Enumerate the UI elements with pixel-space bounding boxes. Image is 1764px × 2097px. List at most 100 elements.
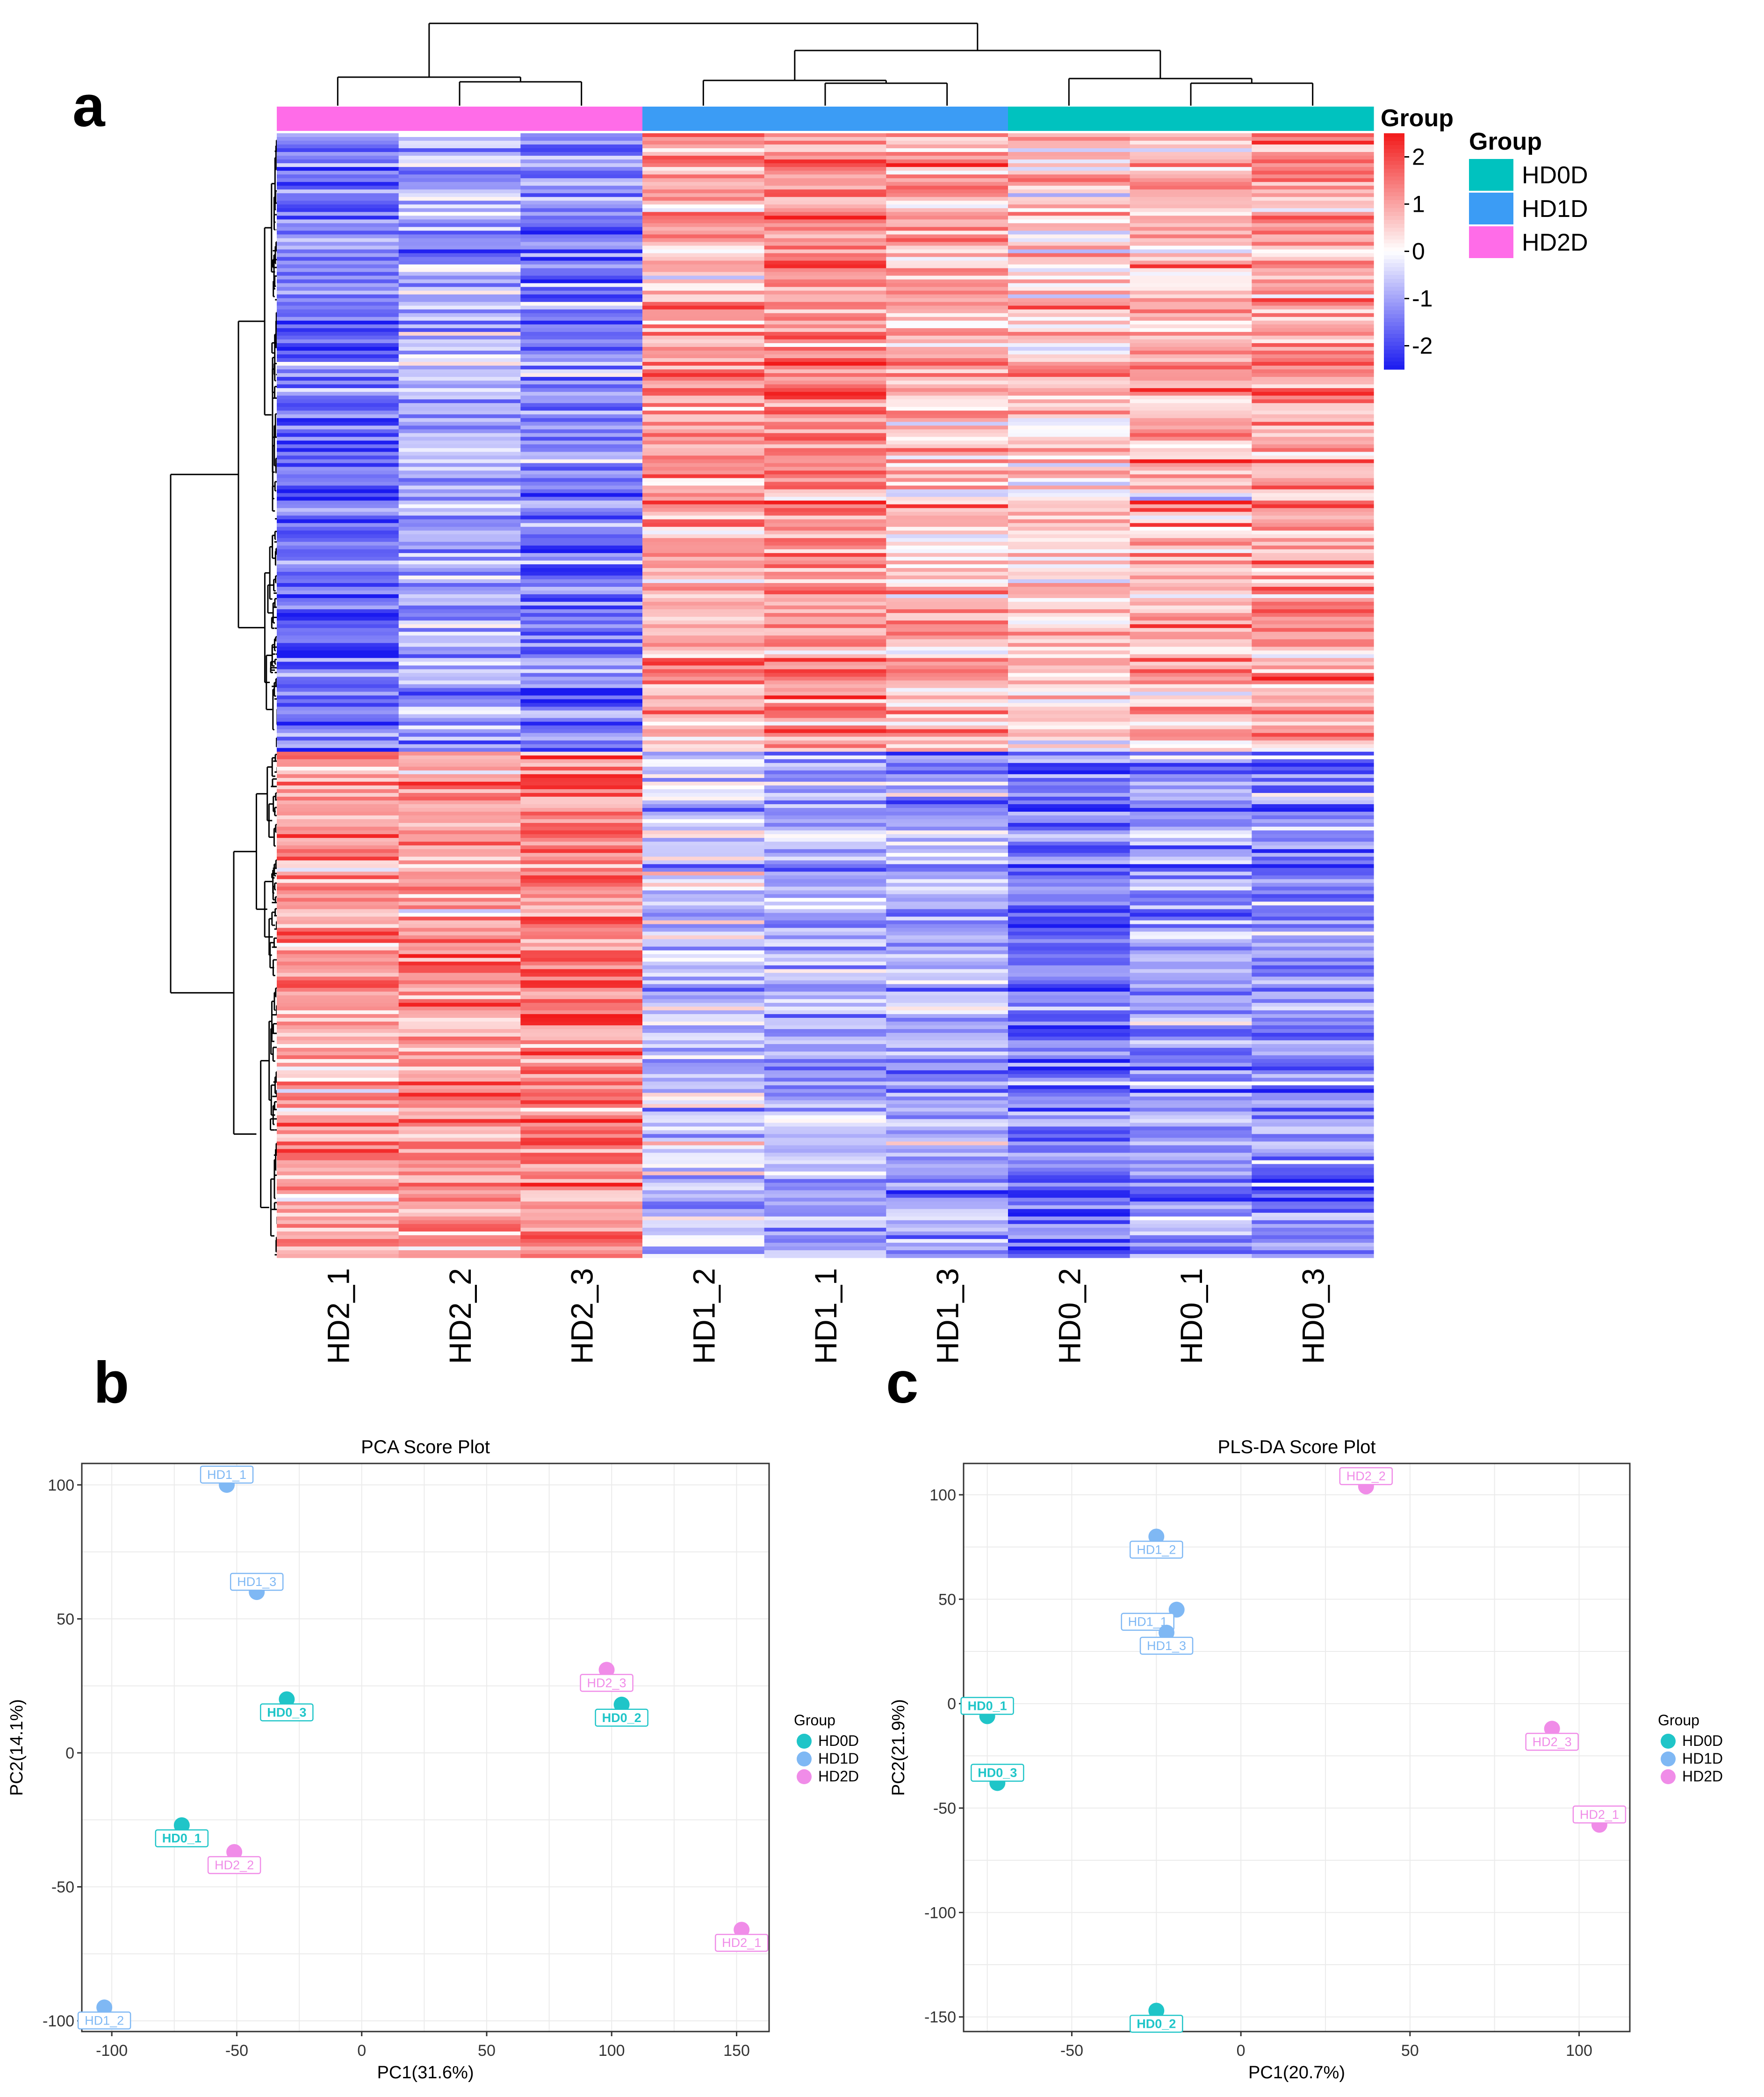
heatmap-cell — [398, 812, 521, 816]
heatmap-cell — [1252, 913, 1374, 917]
heatmap-cell — [642, 343, 765, 347]
heatmap-cell — [398, 1216, 521, 1221]
point-label: HD0_2 — [1137, 2017, 1176, 2031]
heatmap-cell — [764, 575, 886, 580]
heatmap-cell — [1252, 407, 1374, 411]
heatmap-cell — [1130, 602, 1252, 606]
heatmap-cell — [1252, 778, 1374, 782]
colorbar-title: Group — [1381, 105, 1454, 132]
heatmap-cell — [520, 1074, 643, 1078]
heatmap-cell — [1008, 1171, 1130, 1176]
heatmap-cell — [1008, 279, 1130, 284]
heatmap-cell — [1008, 924, 1130, 929]
heatmap-cell — [1252, 384, 1374, 389]
heatmap-cell — [398, 789, 521, 793]
heatmap-cell — [886, 624, 1008, 628]
heatmap-cell — [1252, 901, 1374, 906]
colorbar-tick-label: -1 — [1412, 286, 1433, 312]
heatmap-cell — [1130, 598, 1252, 602]
heatmap-cell — [642, 366, 765, 370]
heatmap-cell — [277, 163, 399, 167]
heatmap-cell — [398, 800, 521, 805]
heatmap-cell — [520, 1171, 643, 1176]
heatmap-cell — [398, 279, 521, 284]
heatmap-cell — [1252, 392, 1374, 396]
heatmap-cell — [1130, 1033, 1252, 1037]
heatmap-cell — [642, 898, 765, 902]
heatmap-cell — [886, 605, 1008, 610]
heatmap-cell — [1008, 470, 1130, 475]
heatmap-cell — [520, 571, 643, 576]
heatmap-cell — [642, 159, 765, 164]
plot-background — [82, 1463, 769, 2032]
heatmap-cell — [642, 699, 765, 704]
heatmap-cell — [1130, 751, 1252, 756]
heatmap-cell — [520, 440, 643, 445]
heatmap-cell — [764, 1156, 886, 1161]
heatmap-cell — [886, 440, 1008, 445]
heatmap-cell — [764, 1246, 886, 1251]
heatmap-cell — [1008, 733, 1130, 737]
heatmap-cell — [764, 538, 886, 542]
heatmap-cell — [1252, 916, 1374, 921]
heatmap-cell — [1008, 598, 1130, 602]
heatmap-cell — [520, 658, 643, 662]
heatmap-cell — [642, 264, 765, 269]
heatmap-cell — [764, 778, 886, 782]
heatmap-cell — [398, 1014, 521, 1018]
heatmap-cell — [1008, 1044, 1130, 1048]
heatmap-cell — [1008, 512, 1130, 516]
heatmap-cell — [1008, 834, 1130, 838]
heatmap-cell — [1130, 591, 1252, 595]
heatmap-cell — [277, 958, 399, 962]
heatmap-cell — [277, 549, 399, 554]
heatmap-cell — [520, 324, 643, 329]
heatmap-cell — [277, 1010, 399, 1015]
heatmap-cell — [277, 485, 399, 490]
heatmap-cell — [277, 987, 399, 992]
heatmap-cell — [398, 1130, 521, 1135]
heatmap-cell — [1008, 294, 1130, 299]
heatmap-cell — [642, 317, 765, 321]
heatmap-cell — [886, 789, 1008, 793]
heatmap-cell — [398, 1025, 521, 1030]
heatmap-cell — [642, 1081, 765, 1086]
heatmap-cell — [520, 156, 643, 160]
colorbar-segment — [1384, 176, 1404, 181]
point-label: HD2_1 — [1580, 1808, 1619, 1822]
heatmap-cell — [886, 186, 1008, 190]
column-label: HD0_3 — [1296, 1268, 1331, 1364]
heatmap-cell — [1252, 838, 1374, 842]
heatmap-cell — [642, 455, 765, 460]
heatmap-cell — [886, 759, 1008, 764]
heatmap-cell — [398, 1111, 521, 1116]
heatmap-cell — [886, 620, 1008, 625]
heatmap-cell — [642, 1033, 765, 1037]
heatmap-cell — [886, 189, 1008, 194]
colorbar-segment — [1384, 287, 1404, 291]
heatmap-cell — [1130, 677, 1252, 681]
heatmap-cell — [764, 189, 886, 194]
heatmap-cell — [277, 189, 399, 194]
heatmap-cell — [277, 815, 399, 820]
heatmap-cell — [277, 924, 399, 929]
heatmap-cell — [1130, 489, 1252, 494]
heatmap-cell — [1130, 609, 1252, 613]
heatmap-cell — [642, 1078, 765, 1082]
heatmap-cell — [886, 890, 1008, 894]
heatmap-cell — [642, 425, 765, 430]
heatmap-cell — [398, 1096, 521, 1101]
heatmap-cell — [1130, 703, 1252, 707]
heatmap-cell — [764, 751, 886, 756]
heatmap-cell — [398, 549, 521, 554]
heatmap-cell — [398, 1227, 521, 1232]
heatmap-cell — [277, 1063, 399, 1067]
heatmap-cell — [520, 725, 643, 730]
heatmap-cell — [520, 167, 643, 171]
heatmap-cell — [398, 860, 521, 865]
heatmap-cell — [520, 650, 643, 655]
heatmap-cell — [764, 1100, 886, 1104]
heatmap-cell — [277, 905, 399, 910]
heatmap-cell — [886, 1167, 1008, 1172]
heatmap-cell — [398, 1186, 521, 1191]
